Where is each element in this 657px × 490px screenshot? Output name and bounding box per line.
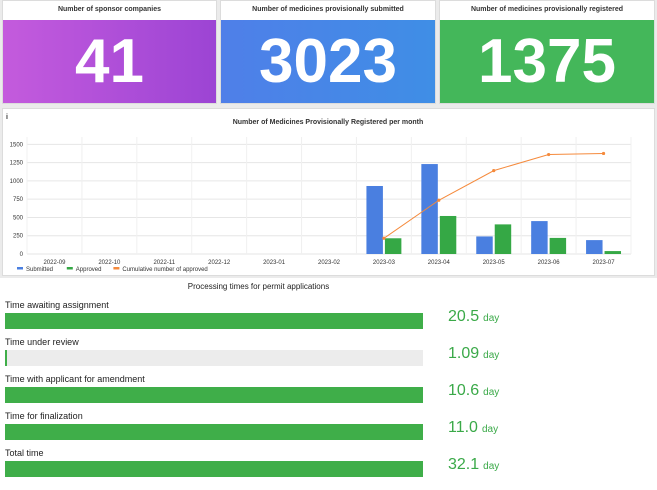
stat-card-sponsor-companies: Number of sponsor companies 41: [2, 0, 217, 104]
processing-row-label: Total time: [5, 448, 44, 458]
processing-bar-fill: [5, 313, 423, 329]
x-tick-label: 2022-11: [153, 260, 175, 266]
point-cumulative: [382, 236, 386, 240]
x-tick-label: 2023-06: [538, 260, 561, 266]
bar-submitted: [476, 236, 493, 254]
point-cumulative: [492, 169, 496, 173]
x-tick-label: 2023-05: [483, 260, 506, 266]
stat-value: 3023: [221, 20, 435, 103]
processing-bar-fill: [5, 424, 423, 440]
stat-title: Number of medicines provisionally regist…: [470, 6, 624, 13]
legend-label: Approved: [76, 267, 102, 273]
stat-card-medicines-submitted: Number of medicines provisionally submit…: [220, 0, 436, 104]
processing-value-unit: day: [481, 424, 499, 435]
y-tick-label: 1500: [10, 142, 24, 148]
processing-bar-fill: [5, 350, 8, 366]
legend-label: Submitted: [26, 267, 53, 273]
processing-bar-track: [5, 350, 423, 366]
processing-row-label: Time under review: [5, 337, 79, 347]
processing-row: Time for finalization 11.0 day: [0, 411, 657, 447]
processing-value-number: 20.5: [448, 308, 480, 325]
processing-title: Processing times for permit applications: [187, 282, 330, 291]
x-tick-label: 2022-12: [208, 260, 231, 266]
processing-row-label: Time awaiting assignment: [5, 300, 109, 310]
bar-approved: [494, 224, 512, 254]
info-icon[interactable]: i: [6, 114, 8, 121]
y-tick-label: 1000: [10, 179, 24, 185]
x-tick-label: 2022-10: [98, 260, 121, 266]
processing-bar-track: [5, 461, 423, 477]
y-tick-label: 250: [13, 234, 24, 240]
bar-approved: [384, 238, 402, 254]
point-cumulative: [547, 152, 551, 157]
processing-value-unit: day: [483, 350, 500, 361]
registrations-chart-panel: Number of Medicines Provisionally Regist…: [2, 108, 655, 276]
bar-approved: [604, 251, 622, 254]
legend-swatch: [17, 267, 23, 270]
x-tick-label: 2022-09: [43, 260, 66, 266]
processing-row: Total time 32.1 day: [0, 448, 657, 484]
y-tick-label: 0: [20, 252, 24, 258]
stat-value: 41: [3, 20, 216, 103]
bar-submitted: [586, 240, 603, 254]
processing-bar-fill: [5, 461, 423, 477]
legend-swatch: [113, 267, 120, 270]
processing-bar-track: [5, 387, 423, 403]
processing-value-number: 11.0: [448, 419, 478, 436]
processing-value-unit: day: [483, 313, 500, 324]
registrations-chart[interactable]: Number of Medicines Provisionally Regist…: [3, 109, 654, 275]
processing-row-value: 20.5 day: [448, 308, 499, 326]
legend-label: Cumulative number of approved: [122, 267, 207, 273]
processing-row-value: 32.1 day: [448, 456, 499, 474]
bar-submitted: [366, 185, 383, 254]
line-cumulative: [383, 152, 604, 239]
bar-approved: [549, 237, 567, 254]
point-cumulative: [601, 151, 606, 156]
processing-row: Time with applicant for amendment 10.6 day: [0, 374, 657, 410]
processing-times-panel: Processing times for permit applications…: [0, 278, 657, 490]
x-tick-label: 2023-04: [428, 260, 451, 266]
x-tick-label: 2023-02: [318, 260, 341, 266]
processing-row-value: 1.09 day: [448, 345, 499, 363]
processing-value-number: 32.1: [448, 456, 480, 473]
x-tick-label: 2023-07: [593, 260, 616, 266]
bar-submitted: [421, 164, 438, 254]
y-tick-label: 750: [13, 197, 24, 203]
chart-title: Number of Medicines Provisionally Regist…: [233, 119, 424, 126]
processing-bar-fill: [5, 387, 423, 403]
processing-row-label: Time for finalization: [5, 411, 83, 421]
processing-row: Time awaiting assignment 20.5 day: [0, 300, 657, 336]
bar-submitted: [531, 221, 548, 254]
x-tick-label: 2023-01: [263, 260, 286, 266]
processing-value-number: 1.09: [448, 345, 480, 362]
y-tick-label: 500: [13, 215, 24, 221]
processing-bar-track: [5, 424, 423, 440]
processing-row-value: 10.6 day: [448, 382, 499, 400]
processing-row: Time under review 1.09 day: [0, 337, 657, 373]
x-tick-label: 2023-03: [373, 260, 396, 266]
bar-approved: [439, 215, 457, 254]
processing-value-unit: day: [483, 387, 500, 398]
stat-title: Number of medicines provisionally submit…: [252, 6, 404, 13]
y-tick-label: 1250: [10, 161, 24, 167]
processing-bar-track: [5, 313, 423, 329]
processing-row-value: 11.0 day: [448, 419, 498, 437]
stat-title: Number of sponsor companies: [57, 6, 162, 13]
legend-swatch: [66, 267, 73, 270]
point-cumulative: [437, 198, 441, 202]
processing-value-unit: day: [483, 461, 500, 472]
processing-value-number: 10.6: [448, 382, 480, 399]
stat-value: 1375: [440, 20, 654, 103]
stat-card-medicines-registered: Number of medicines provisionally regist…: [439, 0, 655, 104]
processing-row-label: Time with applicant for amendment: [5, 374, 145, 384]
